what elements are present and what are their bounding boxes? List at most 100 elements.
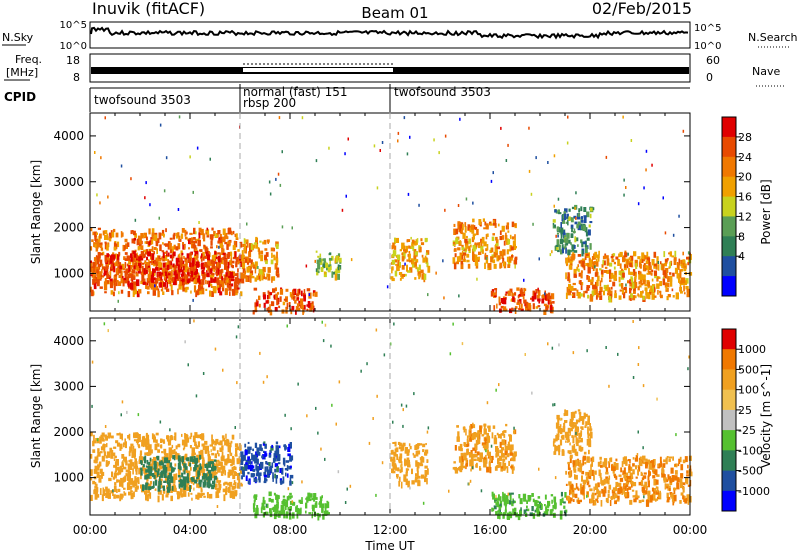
heatmap-cell [291,481,294,485]
heatmap-cell [282,495,286,498]
heatmap-cell [214,347,217,351]
heatmap-cell [641,473,643,476]
heatmap-cell [586,285,591,288]
heatmap-cell [125,243,128,249]
heatmap-cell [556,239,560,245]
heatmap-cell [90,473,93,476]
heatmap-cell [571,248,575,252]
heatmap-cell [626,264,629,269]
heatmap-cell [472,424,476,429]
heatmap-cell [177,463,181,469]
heatmap-cell [170,265,173,269]
heatmap-cell [241,470,245,475]
heatmap-cell [115,268,119,276]
heatmap-cell [289,477,292,484]
heatmap-cell [218,285,221,289]
heatmap-cell [587,438,591,444]
heatmap-cell [411,468,413,475]
heatmap-cell [597,256,600,262]
heatmap-cell [195,469,197,473]
heatmap-cell [453,223,456,227]
heatmap-cell [392,250,397,257]
heatmap-cell [595,258,598,262]
heatmap-cell [444,134,447,138]
heatmap-cell [491,247,494,252]
heatmap-cell [634,457,638,462]
heatmap-cell [631,484,633,488]
heatmap-cell [642,279,646,285]
heatmap-cell [172,263,175,268]
heatmap-cell [144,475,148,480]
heatmap-cell [563,505,566,509]
heatmap-cell [484,221,487,226]
heatmap-cell [614,474,616,479]
heatmap-cell [144,264,147,271]
heatmap-cell [128,459,131,463]
heatmap-cell [561,247,564,254]
heatmap-cell [678,258,681,266]
heatmap-cell [551,250,553,254]
heatmap-cell [153,259,156,265]
heatmap-cell [235,335,238,339]
heatmap-cell [262,500,266,505]
heatmap-cell [473,453,478,458]
heatmap-cell [97,464,100,471]
heatmap-cell [123,442,125,448]
heatmap-cell [269,511,273,518]
heatmap-cell [276,494,280,500]
heatmap-cell [588,440,592,448]
heatmap-cell [178,260,182,267]
heatmap-cell [564,409,566,415]
heatmap-cell [453,466,458,469]
heatmap-cell [472,422,474,426]
heatmap-cell [118,269,121,274]
heatmap-cell [581,241,584,248]
heatmap-cell [147,251,151,257]
heatmap-cell [155,261,158,269]
heatmap-cell [192,452,196,456]
heatmap-cell [165,228,167,233]
heatmap-cell [591,456,595,463]
heatmap-cell [107,195,109,199]
heatmap-cell [576,292,580,296]
heatmap-cell [549,509,553,516]
heatmap-cell [314,497,318,500]
heatmap-cell [680,473,684,479]
heatmap-cell [495,465,499,469]
heatmap-cell [406,152,409,156]
heatmap-cell [334,270,337,274]
heatmap-cell [495,243,499,246]
heatmap-cell [531,296,535,302]
heatmap-cell [400,481,403,489]
heatmap-cell [186,437,190,443]
heatmap-cell [579,416,583,421]
heatmap-cell [158,259,162,262]
heatmap-cell [169,472,172,479]
heatmap-cell [134,262,137,267]
heatmap-cell [305,264,308,268]
heatmap-cell [144,443,148,447]
heatmap-cell [166,464,170,472]
heatmap-cell [131,462,135,467]
heatmap-cell [215,266,218,271]
heatmap-cell [271,252,273,259]
heatmap-cell [542,294,546,300]
heatmap-cell [573,215,577,219]
beam-title: Beam 01 [361,4,428,22]
heatmap-cell [595,498,598,502]
heatmap-cell [628,295,631,301]
heatmap-cell [199,483,202,487]
heatmap-cell [133,448,137,453]
cpid-label: CPID [4,90,36,104]
heatmap-cell [599,460,602,465]
heatmap-cell [281,511,283,515]
heatmap-cell [139,267,142,271]
heatmap-cell [568,208,571,212]
heatmap-cell [610,496,614,500]
heatmap-cell [500,435,502,439]
heatmap-cell [115,243,118,250]
heatmap-cell [92,440,95,447]
heatmap-cell [662,269,666,275]
heatmap-cell [315,159,318,163]
heatmap-cell [144,241,147,244]
